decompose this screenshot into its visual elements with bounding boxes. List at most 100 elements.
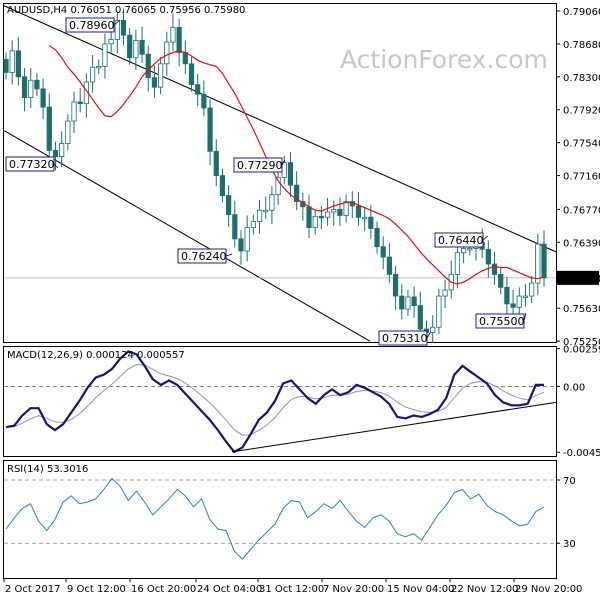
candle-body bbox=[182, 52, 188, 65]
channel-upper-line bbox=[3, 5, 557, 253]
macd-trendline bbox=[231, 401, 557, 453]
x-tick-label: 7 Nov 20:00 bbox=[323, 584, 384, 595]
candle-body bbox=[52, 150, 59, 157]
moving-average-line bbox=[48, 45, 545, 285]
candle-body bbox=[392, 273, 399, 297]
candle-body bbox=[21, 76, 28, 99]
candle-body bbox=[430, 326, 436, 333]
candle-body bbox=[306, 206, 312, 229]
candle-body bbox=[102, 43, 108, 67]
candle-body bbox=[287, 162, 294, 186]
candle-body bbox=[504, 286, 510, 305]
price-label-pointer bbox=[225, 253, 233, 257]
candle-body bbox=[244, 227, 250, 252]
price-label-pointer bbox=[482, 235, 489, 241]
price-label-text: 0.77320 bbox=[9, 158, 55, 171]
candle-body bbox=[343, 201, 349, 216]
rsi-panel: 70 30 bbox=[4, 476, 576, 560]
candle-body bbox=[188, 63, 195, 85]
candle-body bbox=[522, 295, 529, 298]
candle-body bbox=[294, 184, 300, 202]
candle-body bbox=[176, 26, 182, 53]
candle-body bbox=[331, 208, 337, 213]
macd-y-tick-label: 0.002595 bbox=[563, 345, 600, 356]
candle-body bbox=[411, 296, 417, 306]
price-label-text: 0.77290 bbox=[237, 159, 283, 172]
candle-body bbox=[238, 238, 244, 252]
candle-body bbox=[28, 79, 34, 99]
price-label-text: 0.78960 bbox=[69, 19, 115, 32]
candle-body bbox=[355, 205, 362, 218]
candle-body bbox=[65, 120, 71, 144]
candle-body bbox=[96, 66, 102, 69]
candle-body bbox=[256, 209, 263, 222]
candle-body bbox=[516, 295, 522, 308]
rsi-y-tick-label: 70 bbox=[563, 476, 576, 487]
price-label-box bbox=[233, 157, 283, 173]
candle-body bbox=[399, 295, 405, 310]
x-tick-label: 9 Oct 12:00 bbox=[67, 584, 126, 595]
price-label-pointer bbox=[113, 19, 121, 26]
candle-body bbox=[127, 34, 133, 59]
candle-body bbox=[170, 26, 176, 43]
candle-body bbox=[368, 216, 374, 229]
price-label-text: 0.75500 bbox=[479, 315, 525, 328]
candle-body bbox=[405, 296, 411, 310]
macd-signal-line bbox=[5, 364, 545, 436]
candle-body bbox=[108, 39, 114, 45]
macd-y-tick-label: 0.00 bbox=[563, 382, 585, 393]
candle-body bbox=[71, 101, 77, 122]
price-label-box bbox=[177, 248, 227, 264]
price-label-box bbox=[434, 232, 484, 248]
candle-body bbox=[318, 215, 324, 219]
rsi-title: RSI(14) 53.3016 bbox=[7, 464, 88, 475]
candle-body bbox=[485, 248, 491, 265]
price-panel-frame bbox=[3, 3, 557, 343]
candle-body bbox=[133, 40, 139, 59]
candle-body bbox=[374, 228, 380, 248]
candle-body bbox=[337, 208, 343, 216]
candle-body bbox=[207, 107, 213, 152]
candle-body bbox=[9, 50, 15, 73]
candle-body bbox=[454, 252, 461, 275]
candle-body bbox=[436, 295, 442, 328]
candle-body bbox=[3, 59, 9, 73]
candle-body bbox=[250, 221, 256, 229]
price-chart-title: AUDUSD,H4 0.76051 0.76065 0.75956 0.7598… bbox=[7, 5, 245, 16]
candle-body bbox=[467, 247, 473, 251]
candle-body bbox=[213, 150, 219, 176]
candle-body bbox=[195, 84, 201, 95]
candle-body bbox=[510, 303, 516, 308]
candle-body bbox=[312, 215, 318, 228]
price-label-box bbox=[378, 330, 428, 346]
x-tick-label: 16 Oct 20:00 bbox=[131, 584, 196, 595]
rsi-panel-frame bbox=[3, 460, 557, 579]
price-label-text: 0.75310 bbox=[382, 332, 428, 345]
price-label-box bbox=[475, 313, 525, 329]
candle-body bbox=[529, 282, 535, 297]
candle-body bbox=[263, 209, 269, 213]
macd-panel: 0.002595 0.00 -0.004522 bbox=[4, 345, 600, 459]
candle-body bbox=[461, 247, 467, 254]
candle-body bbox=[40, 88, 46, 108]
candle-body bbox=[89, 66, 96, 83]
candle-body bbox=[541, 243, 547, 279]
candle-body bbox=[275, 176, 281, 196]
x-tick-label: 2 Oct 2017 bbox=[5, 584, 60, 595]
candle-body bbox=[417, 305, 423, 330]
candle-body bbox=[362, 216, 368, 220]
candle-body bbox=[535, 243, 541, 284]
x-tick-label: 15 Nov 04:00 bbox=[387, 584, 454, 595]
candle-body bbox=[46, 106, 52, 151]
candle-body bbox=[201, 93, 207, 109]
